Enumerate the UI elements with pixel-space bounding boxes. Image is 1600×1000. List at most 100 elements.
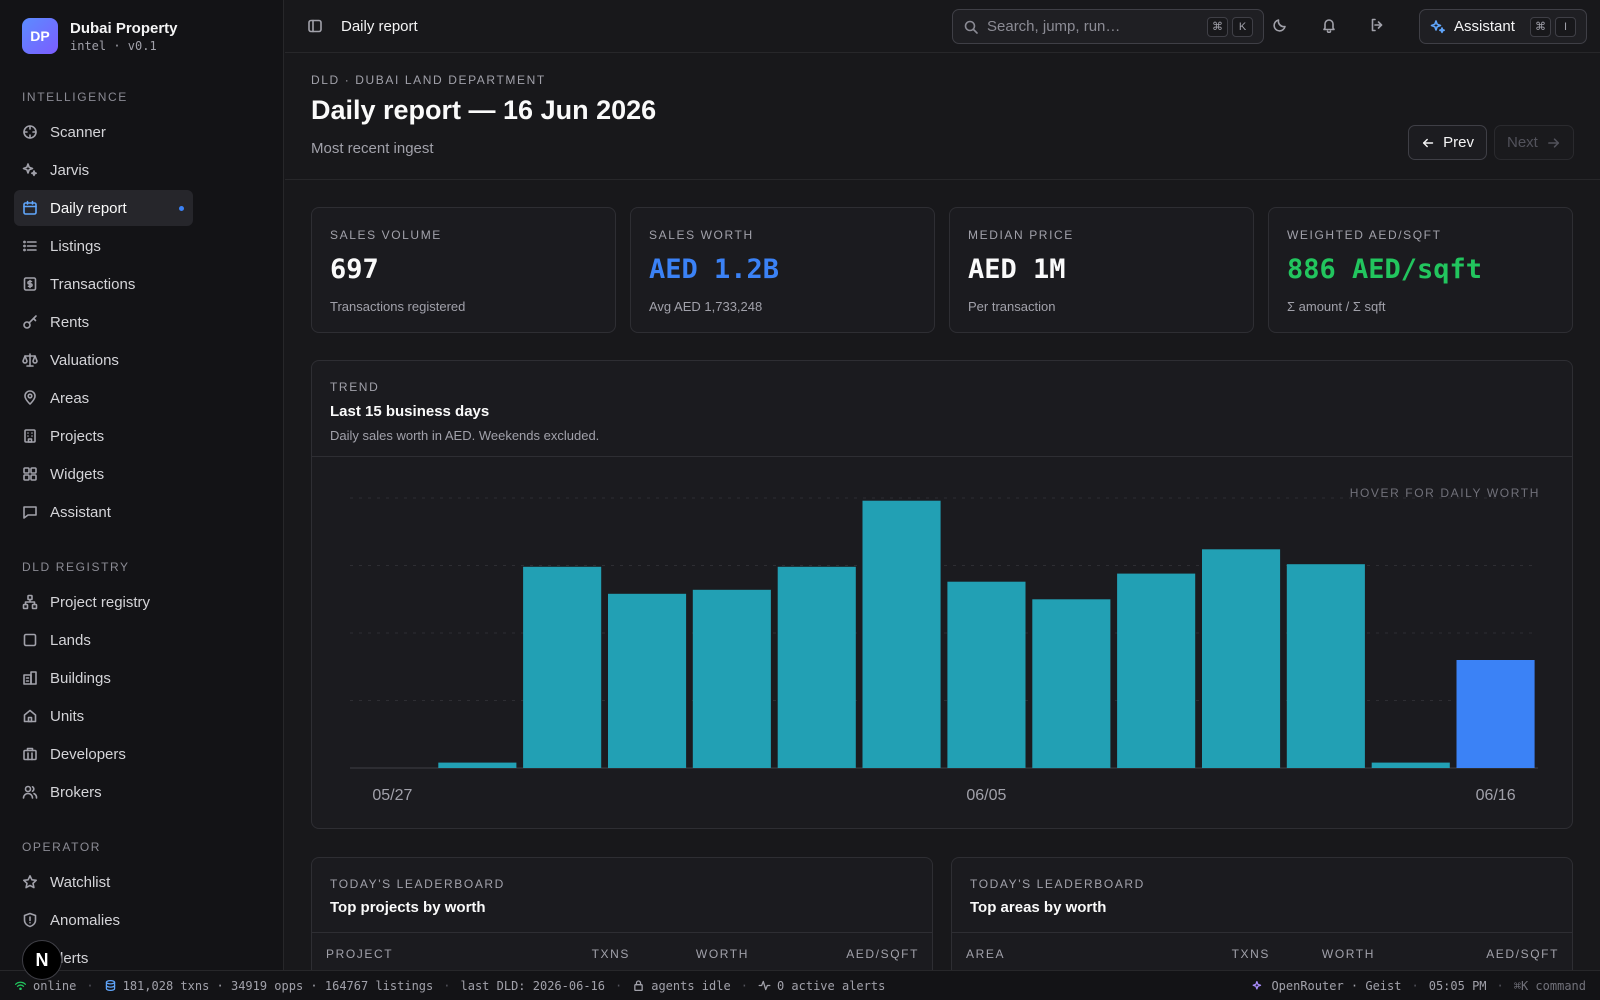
kpi-value: AED 1.2B	[649, 254, 780, 285]
dev-badge[interactable]: N	[22, 940, 62, 980]
kpi-value: 697	[330, 254, 379, 285]
brand[interactable]: DP Dubai Property intel · v0.1	[0, 0, 283, 72]
kbd-cmd: ⌘	[1530, 16, 1551, 37]
sidebar-item-jarvis[interactable]: Jarvis	[14, 152, 193, 188]
status-alerts: 0 active alerts	[758, 979, 885, 993]
activity-icon	[758, 980, 771, 991]
sidebar-item-anomalies[interactable]: Anomalies	[14, 902, 193, 938]
column-header-worth[interactable]: WORTH	[695, 947, 749, 961]
next-label: Next	[1507, 134, 1538, 151]
chart-bar[interactable]	[862, 500, 941, 768]
theme-toggle-icon[interactable]	[1272, 17, 1288, 33]
status-agents-text: agents idle	[651, 978, 731, 993]
sidebar-item-label: Brokers	[50, 783, 102, 801]
sidebar-item-areas[interactable]: Areas	[14, 380, 193, 416]
sparkles-icon	[1253, 980, 1262, 990]
chart-bar[interactable]	[1371, 762, 1450, 768]
column-header-txns[interactable]: TXNS	[1231, 947, 1270, 961]
status-agents: agents idle	[632, 978, 731, 993]
page-subtitle: Most recent ingest	[311, 140, 434, 157]
shield-alert-icon	[23, 912, 37, 928]
sidebar-item-transactions[interactable]: Transactions	[14, 266, 193, 302]
key-icon	[23, 315, 37, 329]
chart-bar[interactable]	[1286, 564, 1365, 768]
chart-bar[interactable]	[608, 593, 687, 768]
column-header-project[interactable]: PROJECT	[326, 947, 394, 961]
sidebar-item-scanner[interactable]: Scanner	[14, 114, 193, 150]
sidebar-item-label: Project registry	[50, 593, 151, 611]
hierarchy-icon	[22, 594, 38, 610]
sidebar-item-valuations[interactable]: Valuations	[14, 342, 193, 378]
sidebar-item-units[interactable]: Units	[14, 698, 193, 734]
column-header-txns[interactable]: TXNS	[591, 947, 630, 961]
status-separator: ·	[740, 978, 748, 993]
kbd-k: K	[1232, 16, 1253, 37]
crosshair-icon	[23, 125, 37, 139]
search-input[interactable]: Search, jump, run… ⌘ K	[952, 9, 1264, 44]
sidebar-item-label: Valuations	[50, 351, 119, 369]
status-provider-text: OpenRouter · Geist	[1271, 979, 1402, 993]
sidebar-item-buildings[interactable]: Buildings	[14, 660, 193, 696]
column-header-aed-sqft[interactable]: AED/SQFT	[846, 947, 919, 961]
table-header: PROJECT TXNS WORTH AED/SQFT	[312, 932, 932, 972]
chart-bar[interactable]	[947, 581, 1026, 768]
sidebar-item-developers[interactable]: Developers	[14, 736, 193, 772]
sidebar-item-lands[interactable]: Lands	[14, 622, 193, 658]
column-header-aed-sqft[interactable]: AED/SQFT	[1486, 947, 1559, 961]
sidebar-item-rents[interactable]: Rents	[14, 304, 193, 340]
assistant-button[interactable]: Assistant ⌘ I	[1419, 9, 1587, 44]
status-separator: ·	[1496, 979, 1504, 993]
chart-bar[interactable]	[1202, 549, 1281, 768]
sidebar-item-widgets[interactable]: Widgets	[14, 456, 193, 492]
map-pin-icon	[24, 390, 36, 405]
prev-button[interactable]: Prev	[1408, 125, 1487, 160]
sidebar-item-watchlist[interactable]: Watchlist	[14, 864, 193, 900]
chart-bar[interactable]	[692, 589, 771, 768]
chart-bar[interactable]	[777, 566, 856, 768]
status-command-hint[interactable]: ⌘K command	[1513, 979, 1586, 993]
sidebar-item-project-registry[interactable]: Project registry	[14, 584, 193, 620]
sidebar-item-label: Areas	[50, 389, 90, 407]
assistant-label: Assistant	[1454, 18, 1515, 35]
sidebar-item-label: Projects	[50, 427, 105, 445]
notifications-bell-icon[interactable]	[1321, 17, 1337, 33]
grid-icon	[23, 467, 37, 481]
sidebar-item-daily-report[interactable]: Daily report	[14, 190, 193, 226]
chart-bar[interactable]	[523, 566, 602, 768]
breadcrumb: Daily report	[341, 17, 418, 35]
building-icon	[24, 429, 36, 443]
chart-bar[interactable]	[1032, 599, 1111, 769]
scale-icon	[22, 353, 38, 367]
sidebar-item-listings[interactable]: Listings	[14, 228, 193, 264]
users-icon	[22, 785, 38, 799]
logout-icon[interactable]	[1369, 17, 1385, 33]
sidebar-item-label: Widgets	[50, 465, 105, 483]
next-button[interactable]: Next	[1494, 125, 1574, 160]
arrow-right-icon	[1547, 137, 1559, 148]
brand-version: intel · v0.1	[70, 38, 157, 53]
buildings-icon	[23, 671, 37, 685]
sparkles-icon	[1430, 19, 1445, 33]
column-header-area[interactable]: AREA	[966, 947, 1006, 961]
kpi-card-sales-worth: SALES WORTH AED 1.2B Avg AED 1,733,248	[630, 207, 935, 333]
sidebar-item-label: Assistant	[50, 503, 111, 521]
database-icon	[105, 979, 115, 992]
kpi-footnote: Σ amount / Σ sqft	[1287, 299, 1386, 314]
status-counts: 181,028 txns · 34919 opps · 164767 listi…	[104, 979, 433, 993]
sidebar-item-label: Listings	[50, 237, 101, 255]
sidebar-item-projects[interactable]: Projects	[14, 418, 193, 454]
sidebar-item-assistant[interactable]: Assistant	[14, 494, 193, 530]
kpi-card-weighted-aed-sqft: WEIGHTED AED/SQFT 886 AED/sqft Σ amount …	[1268, 207, 1573, 333]
sidebar-toggle-icon[interactable]	[307, 18, 323, 34]
sidebar-item-label: Developers	[50, 745, 126, 763]
sidebar-item-label: Daily report	[50, 199, 127, 217]
chart-bar[interactable]	[1117, 573, 1196, 768]
sidebar-item-brokers[interactable]: Brokers	[14, 774, 193, 810]
kpi-value: AED 1M	[968, 254, 1066, 285]
chart-bar[interactable]	[438, 762, 517, 768]
sidebar-nav: INTELLIGENCE Scanner Jarvis Daily report…	[0, 90, 283, 970]
trend-bar-chart: 05/27 06/05 06/16	[350, 497, 1538, 804]
column-header-worth[interactable]: WORTH	[1321, 947, 1375, 961]
list-icon	[23, 240, 37, 252]
chart-bar[interactable]	[1456, 660, 1535, 768]
